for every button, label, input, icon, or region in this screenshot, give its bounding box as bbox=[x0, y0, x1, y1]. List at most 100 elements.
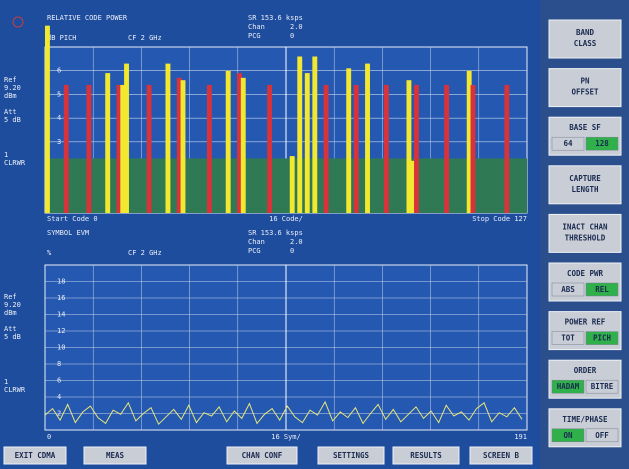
x-label: 0 bbox=[47, 433, 51, 441]
hotkey-label: SETTINGS bbox=[333, 451, 370, 460]
softkey-option bbox=[551, 136, 585, 151]
trace-info: CLRWR bbox=[4, 386, 26, 394]
panel-title: RELATIVE CODE POWER bbox=[47, 14, 128, 22]
y-tick-label: 6 bbox=[57, 67, 61, 75]
code-bar bbox=[225, 70, 231, 213]
softkey[interactable]: INACT CHAN THRESHOLD bbox=[548, 213, 622, 253]
softkey-option-label: 128 bbox=[595, 139, 609, 148]
code-bar bbox=[470, 84, 476, 213]
y-tick-label: 4 bbox=[57, 393, 61, 401]
hotkey[interactable]: EXIT CDMA bbox=[3, 446, 67, 465]
softkey-option bbox=[585, 428, 619, 443]
hotkey[interactable]: MEAS bbox=[83, 446, 147, 465]
y-tick-label: 16 bbox=[57, 294, 65, 302]
unit: % bbox=[47, 249, 52, 257]
softkey-option bbox=[585, 136, 619, 151]
code-bar bbox=[414, 84, 419, 213]
info: 0 bbox=[290, 32, 294, 40]
softkey-label: LENGTH bbox=[571, 185, 599, 194]
x-label: Start Code 0 bbox=[47, 215, 98, 223]
panel-title: SYMBOL EVM bbox=[47, 229, 89, 237]
code-bar bbox=[86, 84, 92, 213]
y-tick-label: 6 bbox=[57, 377, 61, 385]
hotkey[interactable]: SCREEN B bbox=[469, 446, 533, 465]
softkey-label: INACT CHAN bbox=[562, 222, 608, 231]
side-info: Ref bbox=[4, 76, 17, 84]
hotkey[interactable]: CHAN CONF bbox=[226, 446, 298, 465]
softkey[interactable]: BAND CLASS bbox=[548, 19, 622, 59]
softkey-option bbox=[585, 379, 619, 394]
hotkey-body[interactable] bbox=[83, 446, 147, 465]
hotkey-label: SCREEN B bbox=[483, 451, 520, 460]
softkey-option bbox=[585, 331, 619, 345]
code-bar bbox=[206, 84, 212, 213]
evm-trace bbox=[44, 400, 523, 426]
code-bar bbox=[146, 84, 152, 213]
hotkey-body[interactable] bbox=[3, 446, 67, 465]
hotkey-label: MEAS bbox=[106, 451, 125, 460]
code-bar bbox=[289, 156, 295, 213]
y-tick-label: 8 bbox=[57, 360, 61, 368]
hotkey-body[interactable] bbox=[226, 446, 298, 465]
softkey-option-label: PICH bbox=[593, 334, 612, 343]
softkey-body[interactable] bbox=[548, 165, 622, 205]
hotkey-body[interactable] bbox=[392, 446, 460, 465]
softkey-option-label: BITRE bbox=[591, 382, 614, 391]
softkey[interactable]: POWER REF TOT PICH bbox=[548, 311, 622, 351]
code-bar bbox=[304, 73, 310, 213]
x-label: 16 Code/ bbox=[269, 215, 303, 223]
softkey-label: PN bbox=[580, 77, 590, 86]
hotkey-label: CHAN CONF bbox=[242, 451, 283, 460]
y-tick-label: 2 bbox=[57, 410, 61, 418]
y-tick-label: 10 bbox=[57, 344, 65, 352]
code-bar bbox=[383, 84, 389, 213]
info: Chan bbox=[248, 238, 265, 246]
y-tick-label: 14 bbox=[57, 311, 65, 319]
softkey-option-label: 64 bbox=[563, 139, 573, 148]
y-tick-label: 4 bbox=[57, 114, 61, 122]
code-bar bbox=[176, 77, 182, 213]
softkey[interactable]: CODE PWR ABS REL bbox=[548, 262, 622, 302]
hotkey[interactable]: SETTINGS bbox=[317, 446, 385, 465]
softkey-body[interactable] bbox=[548, 68, 622, 108]
softkey-option-label: REL bbox=[595, 285, 609, 294]
softkey-label: THRESHOLD bbox=[565, 233, 606, 242]
x-label: 191 bbox=[514, 433, 527, 441]
hotkey-body[interactable] bbox=[317, 446, 385, 465]
softkey[interactable]: BASE SF 64 128 bbox=[548, 116, 622, 156]
center-freq: CF 2 GHz bbox=[128, 34, 162, 42]
code-bar bbox=[240, 77, 246, 213]
y-tick-label: 12 bbox=[57, 327, 65, 335]
softkey-label: OFFSET bbox=[571, 88, 599, 97]
softkey-option-label: OFF bbox=[595, 431, 609, 440]
softkey-option-label: ON bbox=[563, 431, 573, 440]
code-bar bbox=[466, 70, 472, 213]
softkey[interactable]: TIME/PHASE ON OFF bbox=[548, 408, 622, 448]
code-bar bbox=[267, 84, 273, 213]
softkey-label: POWER REF bbox=[565, 318, 606, 327]
code-bar bbox=[237, 73, 242, 213]
code-bar bbox=[406, 80, 412, 213]
hotkey[interactable]: RESULTS bbox=[392, 446, 460, 465]
y-tick-label: 18 bbox=[57, 278, 65, 286]
y-tick-label: 5 bbox=[57, 90, 61, 98]
hotkey-body[interactable] bbox=[469, 446, 533, 465]
softkey[interactable]: PN OFFSET bbox=[548, 68, 622, 108]
code-bar bbox=[504, 84, 510, 213]
y-tick-label: 3 bbox=[57, 138, 61, 146]
softkey[interactable]: ORDER HADAM BITRE bbox=[548, 359, 622, 399]
code-bar bbox=[165, 63, 171, 213]
softkey-option-label: HADAM bbox=[557, 382, 580, 391]
softkey-body[interactable] bbox=[548, 19, 622, 59]
trace-info: CLRWR bbox=[4, 159, 26, 167]
hotkey-label: RESULTS bbox=[410, 451, 442, 460]
softkey-label: ORDER bbox=[574, 366, 597, 375]
softkey-body[interactable] bbox=[548, 213, 622, 253]
softkey-option bbox=[551, 331, 585, 345]
center-freq: CF 2 GHz bbox=[128, 249, 162, 257]
trace-info: 1 bbox=[4, 378, 8, 386]
softkey-label: TIME/PHASE bbox=[562, 415, 608, 424]
softkey[interactable]: CAPTURE LENGTH bbox=[548, 165, 622, 205]
softkey-option bbox=[585, 282, 619, 297]
side-info: Att bbox=[4, 108, 17, 116]
